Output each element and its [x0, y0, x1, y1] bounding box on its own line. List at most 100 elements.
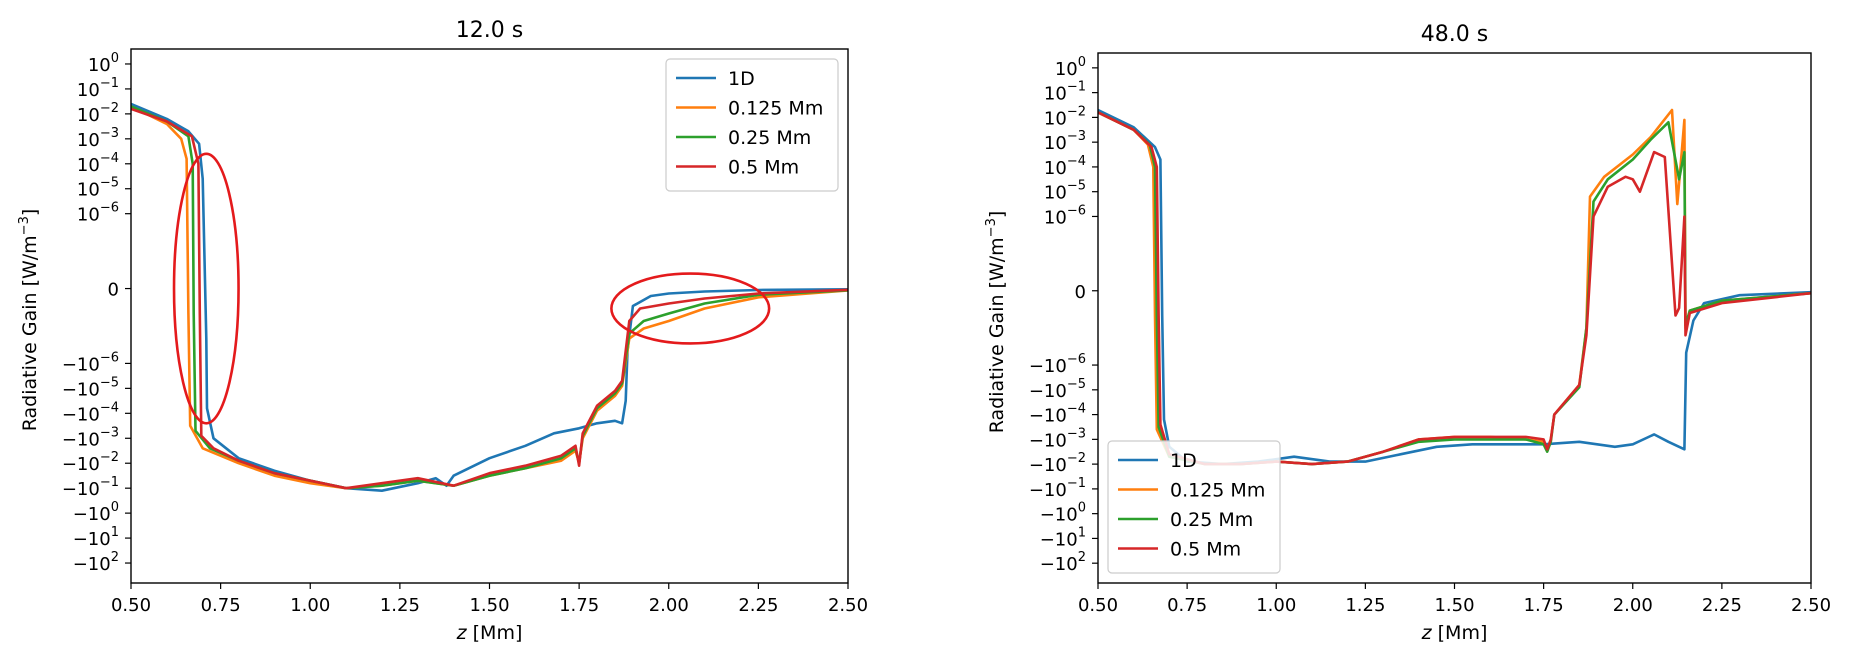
x-tick-label: 2.25 [738, 595, 778, 616]
y-tick-base: 10 [77, 180, 100, 201]
x-tick-label: 1.00 [290, 595, 330, 616]
x-tick-label: 1.50 [469, 595, 509, 616]
y-tick-exponent: −6 [100, 201, 119, 216]
x-tick-label: 2.25 [1702, 595, 1742, 616]
y-tick-base: −10 [1029, 480, 1067, 501]
x-tick-label: 1.50 [1434, 595, 1474, 616]
legend-label: 1D [1170, 450, 1197, 472]
y-tick-exponent: 2 [111, 550, 119, 565]
y-tick-label: 0 [108, 280, 119, 301]
y-tick-base: −10 [62, 429, 100, 450]
series-line-1D [1098, 108, 1811, 466]
y-axis-label-main: Radiative Gain [W/m [986, 237, 1008, 433]
y-tick-label: 10−5 [77, 176, 119, 201]
y-tick-label: −10−2 [1029, 451, 1086, 476]
y-tick-label: −100 [1040, 501, 1086, 526]
y-tick-label: 10−6 [1044, 203, 1086, 228]
chart-0: 12.0 s 0.50 0.75 1.00 1.25 1.50 1.75 2.00 2.25 2.… [17, 18, 868, 644]
y-tick-base: 10 [88, 55, 111, 76]
legend-label: 0.25 Mm [1170, 509, 1253, 531]
y-tick-label: 10−3 [1044, 129, 1086, 154]
x-axis-label: z [Mm] [456, 622, 523, 644]
y-tick-exponent: −3 [100, 425, 119, 440]
y-tick-exponent: −5 [100, 176, 119, 191]
y-tick-base: −10 [1029, 406, 1067, 427]
y-tick-base: 10 [1055, 59, 1078, 80]
x-axis-label-var: z [1421, 622, 1433, 644]
x-tick-label: 1.25 [1345, 595, 1385, 616]
y-tick-base: 0 [1075, 282, 1086, 303]
legend-label: 0.5 Mm [1170, 539, 1241, 561]
y-tick-label: −10−4 [62, 400, 119, 425]
y-tick-exponent: 1 [1078, 525, 1086, 540]
chart-1: 48.0 s 0.50 0.75 1.00 1.25 1.50 1.75 2.00 2.25 2.… [984, 22, 1831, 644]
y-tick-exponent: 0 [111, 500, 119, 515]
y-tick-exponent: 0 [1078, 55, 1086, 70]
y-tick-label: 100 [88, 51, 119, 76]
legend-label: 0.125 Mm [728, 98, 823, 120]
y-tick-base: 10 [1044, 207, 1067, 228]
y-tick-exponent: −2 [1067, 451, 1086, 466]
x-tick-label: 0.75 [201, 595, 241, 616]
y-tick-label: −10−4 [1029, 402, 1086, 427]
legend-label: 1D [728, 68, 755, 90]
y-tick-label: −10−1 [1029, 476, 1086, 501]
y-tick-base: 10 [1044, 158, 1067, 179]
y-tick-exponent: −1 [100, 475, 119, 490]
y-tick-label: −10−3 [62, 425, 119, 450]
y-axis-label: Radiative Gain [W/m−3] [17, 209, 41, 432]
series-line-0-25-Mm [131, 105, 848, 490]
x-tick-label: 0.75 [1167, 595, 1207, 616]
y-axis-label: Radiative Gain [W/m−3] [984, 211, 1008, 434]
y-tick-base: −10 [1029, 381, 1067, 402]
y-tick-exponent: −5 [1067, 377, 1086, 392]
series-line-0-5-Mm [1098, 111, 1811, 466]
y-tick-base: 10 [1044, 108, 1067, 129]
y-tick-base: −10 [1029, 455, 1067, 476]
y-tick-label: −102 [1040, 550, 1086, 575]
x-axis-label-unit: [Mm] [467, 622, 523, 644]
series-line-1D [131, 102, 848, 492]
y-tick-exponent: −3 [1067, 426, 1086, 441]
y-tick-base: −10 [73, 554, 111, 575]
x-tick-label: 0.50 [111, 595, 151, 616]
y-tick-label: −101 [1040, 525, 1086, 550]
x-tick-label: 2.00 [1613, 595, 1653, 616]
y-tick-exponent: −6 [100, 350, 119, 365]
y-tick-base: 10 [77, 205, 100, 226]
legend: 1D 0.125 Mm 0.25 Mm 0.5 Mm [665, 58, 839, 192]
y-tick-exponent: −1 [100, 76, 119, 91]
legend-box [1107, 440, 1281, 574]
series-line-0-5-Mm [131, 107, 848, 490]
y-tick-label: −10−6 [1029, 352, 1086, 377]
y-tick-label: 10−1 [77, 76, 119, 101]
y-tick-label: −101 [73, 525, 119, 550]
y-tick-base: −10 [62, 379, 100, 400]
y-tick-label: 10−6 [77, 201, 119, 226]
y-tick-exponent: −3 [1067, 129, 1086, 144]
x-tick-label: 2.50 [1791, 595, 1831, 616]
y-tick-label: 0 [1075, 282, 1086, 303]
y-tick-exponent: −4 [1067, 154, 1086, 169]
y-axis-label-main: Radiative Gain [W/m [19, 235, 41, 431]
chart-title: 48.0 s [1421, 22, 1488, 47]
y-tick-base: −10 [73, 504, 111, 525]
legend: 1D 0.125 Mm 0.25 Mm 0.5 Mm [1107, 440, 1281, 574]
y-tick-base: 0 [108, 280, 119, 301]
y-tick-base: −10 [62, 354, 100, 375]
y-tick-base: 10 [1044, 84, 1067, 105]
y-tick-base: 10 [77, 105, 100, 126]
x-axis-label: z [Mm] [1421, 622, 1488, 644]
series-line-0-125-Mm [1098, 108, 1811, 466]
y-tick-base: −10 [62, 479, 100, 500]
y-tick-exponent: 0 [1078, 501, 1086, 516]
y-tick-base: 10 [1044, 133, 1067, 154]
y-tick-label: −100 [73, 500, 119, 525]
y-tick-exponent: −2 [100, 450, 119, 465]
legend-label: 0.125 Mm [1170, 480, 1265, 502]
y-tick-exponent: −4 [100, 400, 119, 415]
y-tick-label: 10−2 [77, 101, 119, 126]
y-tick-exponent: −5 [100, 375, 119, 390]
y-tick-base: 10 [1044, 183, 1067, 204]
